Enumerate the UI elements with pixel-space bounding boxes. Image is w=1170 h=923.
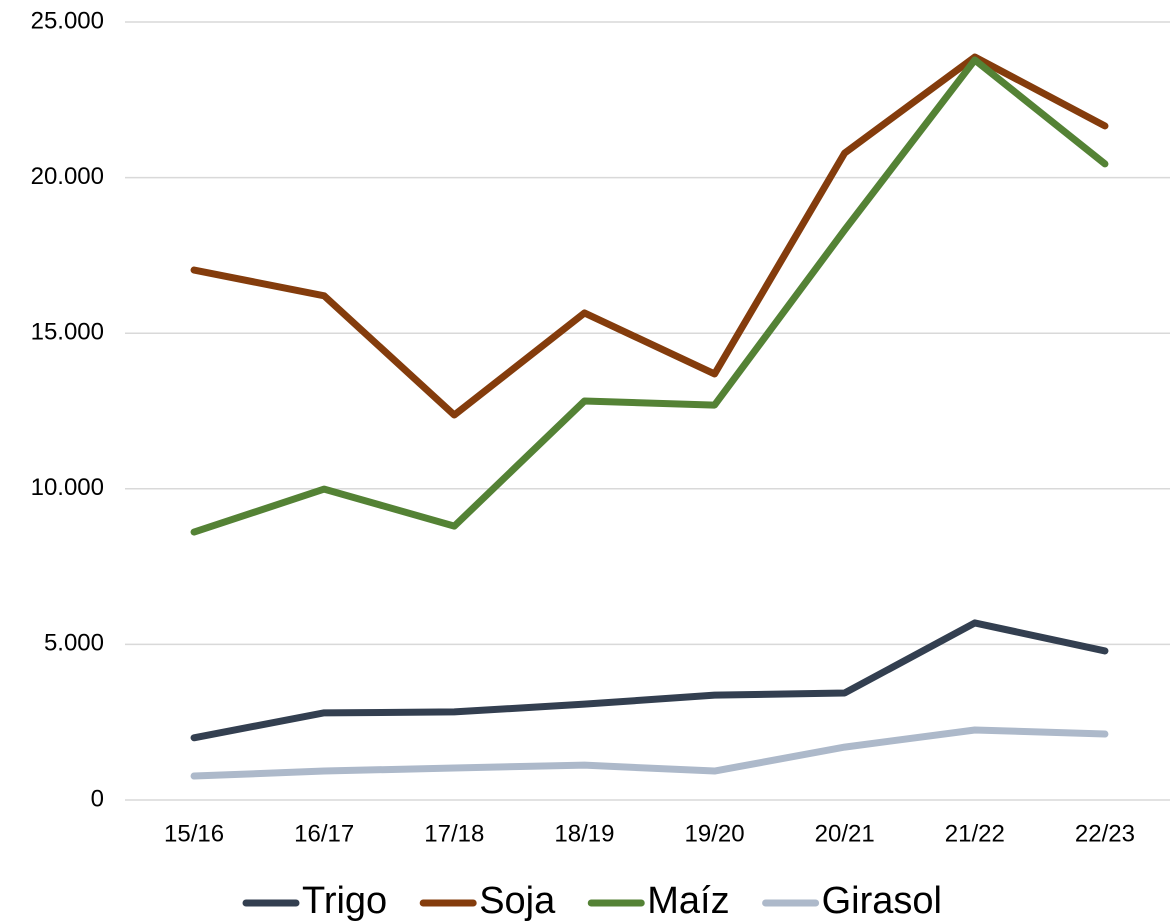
series-line [190,56,1109,536]
x-tick-label: 15/16 [164,820,224,847]
legend-label: Trigo [302,880,387,922]
series-line [190,53,1109,419]
x-tick-label: 17/18 [424,820,484,847]
x-tick-label: 19/20 [685,820,745,847]
legend-label: Maíz [647,880,729,922]
y-tick-label: 25.000 [31,7,104,34]
y-tick-label: 20.000 [31,163,104,190]
y-tick-label: 15.000 [31,319,104,346]
x-tick-label: 22/23 [1075,820,1135,847]
legend-label: Soja [479,880,556,922]
y-tick-label: 5.000 [44,630,104,657]
x-tick-label: 16/17 [294,820,354,847]
series-line [190,619,1109,742]
x-tick-label: 20/21 [815,820,875,847]
x-tick-label: 18/19 [554,820,614,847]
y-tick-label: 0 [91,785,104,812]
legend-label: Girasol [822,880,942,922]
y-tick-label: 10.000 [31,474,104,501]
series-line [190,726,1109,780]
x-tick-label: 21/22 [945,820,1005,847]
